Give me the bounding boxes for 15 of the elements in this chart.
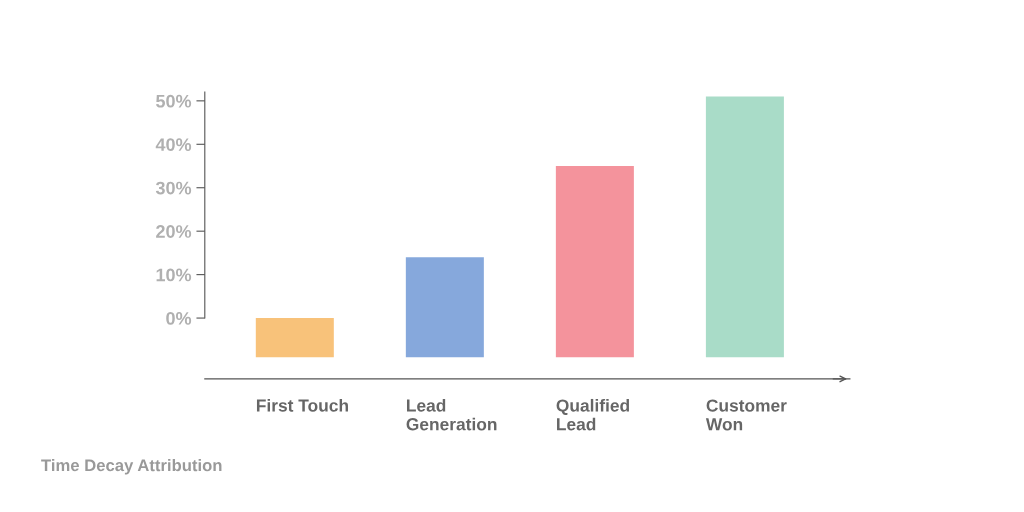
y-tick-label: 40% [155, 138, 192, 152]
y-tick-label: 0% [166, 312, 192, 325]
bar [255, 318, 334, 358]
bar [705, 96, 784, 358]
y-tick-label: 30% [155, 181, 192, 195]
y-tick-label: 50% [156, 94, 192, 108]
y-tick-label: 20% [156, 225, 192, 238]
bar [405, 257, 484, 358]
x-tick-label: Customer Won [705, 399, 787, 431]
x-tick-label: Lead Generation [406, 398, 497, 431]
x-tick-label: Qualified Lead [556, 398, 629, 431]
text: Time Decay Attribution [41, 458, 222, 475]
y-tick-label: 10% [156, 268, 192, 282]
bar [555, 166, 634, 358]
x-tick-label: First Touch [256, 398, 348, 412]
